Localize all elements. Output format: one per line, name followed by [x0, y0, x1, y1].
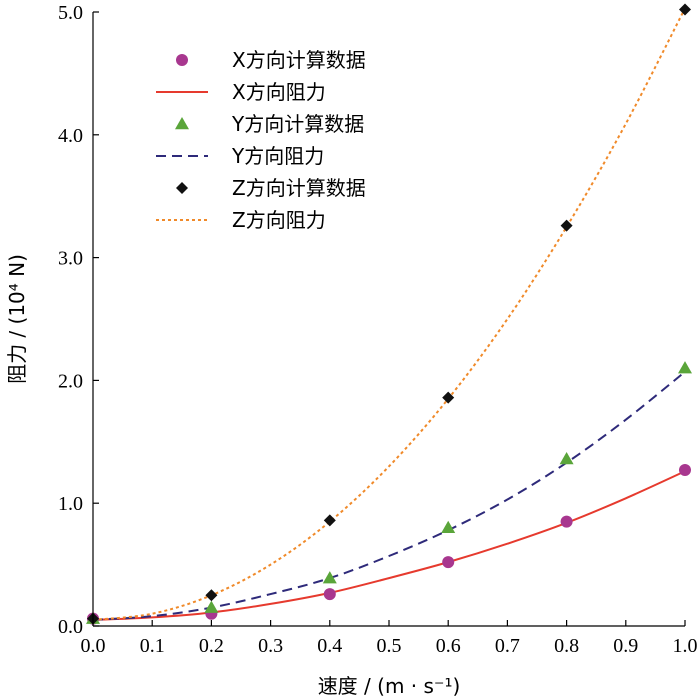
data-point-triangle — [441, 520, 456, 534]
data-point-triangle — [204, 600, 219, 613]
x-tick-label: 1.0 — [673, 635, 698, 657]
data-point-diamond — [560, 219, 573, 232]
y-tick-label: 5.0 — [58, 2, 83, 24]
legend-marker — [176, 54, 188, 66]
data-point-triangle — [322, 571, 337, 584]
legend-marker — [176, 182, 188, 194]
legend-item: X方向计算数据 — [176, 48, 366, 72]
y-tick-label: 1.0 — [58, 493, 83, 515]
legend-label: Y方向计算数据 — [231, 112, 364, 136]
x-tick-label: 0.8 — [554, 635, 579, 657]
data-point-circle — [679, 464, 691, 477]
data-point-triangle — [678, 361, 692, 374]
legend-item: X方向阻力 — [156, 80, 326, 104]
legend-label: X方向阻力 — [232, 80, 326, 104]
data-point-circle — [323, 588, 336, 601]
y-axis-title: 阻力 / (10⁴ N) — [5, 254, 29, 384]
legend-item: Z方向阻力 — [156, 208, 326, 232]
x-tick-label: 0.1 — [140, 635, 165, 657]
legend-label: Z方向计算数据 — [232, 176, 366, 200]
x-tick-label: 0.3 — [258, 635, 283, 657]
y-tick-label: 0.0 — [58, 616, 83, 638]
legend-item: Y方向阻力 — [156, 144, 324, 168]
x-tick-label: 0.5 — [377, 635, 402, 657]
y-tick-label: 3.0 — [58, 248, 83, 270]
x-tick-label: 0.6 — [436, 635, 461, 657]
legend-label: X方向计算数据 — [232, 48, 366, 72]
series-line — [92, 7, 686, 621]
data-point-diamond — [442, 391, 455, 404]
data-point-diamond — [205, 589, 218, 602]
x-tick-label: 0.2 — [199, 635, 224, 657]
plot-area — [86, 3, 692, 625]
axes: 0.0 0.1 0.2 0.3 0.4 0.5 0.6 0.7 0.8 0.9 1.0 0.0 1.0 2… — [58, 2, 698, 657]
legend-marker — [175, 117, 189, 130]
x-tick-label: 0.7 — [495, 635, 520, 657]
x-tick-label: 0.0 — [81, 635, 106, 657]
data-point-diamond — [323, 514, 336, 527]
data-point-circle — [560, 515, 573, 528]
legend-label: Y方向阻力 — [231, 144, 324, 168]
legend-label: Z方向阻力 — [232, 208, 326, 232]
legend: X方向计算数据 X方向阻力 Y方向计算数据 Y方向阻力 Z方向计算数据 Z方向阻力 — [156, 48, 366, 232]
legend-item: Y方向计算数据 — [175, 112, 364, 136]
legend-item: Z方向计算数据 — [176, 176, 366, 200]
y-tick-label: 4.0 — [58, 125, 83, 147]
data-point-triangle — [559, 451, 574, 465]
y-tick-label: 2.0 — [58, 370, 83, 392]
data-point-diamond — [679, 3, 691, 16]
x-tick-label: 0.9 — [613, 635, 638, 657]
x-tick-label: 0.4 — [317, 635, 342, 657]
series-line — [92, 371, 686, 621]
series-line — [92, 470, 686, 621]
data-point-circle — [442, 556, 455, 569]
x-axis-title: 速度 / (m · s⁻¹) — [318, 674, 461, 698]
